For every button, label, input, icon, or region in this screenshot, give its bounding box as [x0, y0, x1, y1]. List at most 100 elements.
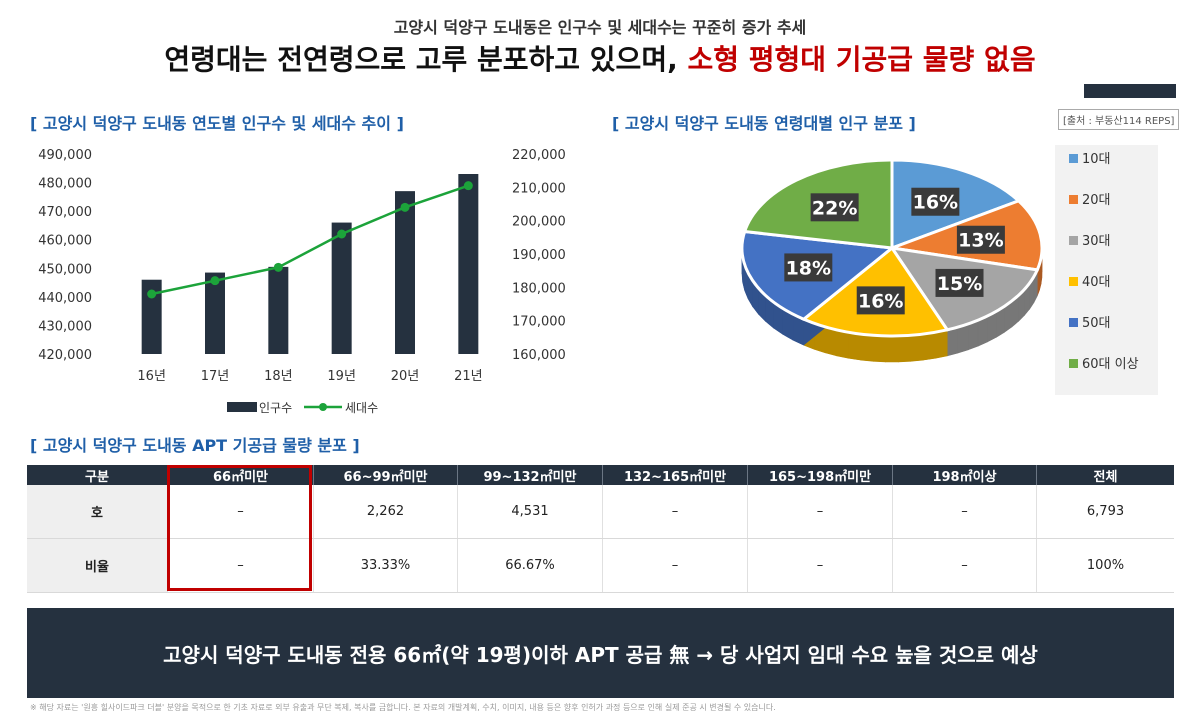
table-cell: – — [747, 538, 893, 593]
legend-swatch — [1069, 236, 1078, 245]
pie-data-label: 16% — [858, 290, 903, 312]
header-accent-bar — [1084, 84, 1176, 98]
x-tick-label: 20년 — [391, 369, 420, 384]
legend-swatch-bar — [227, 402, 257, 412]
row-label: 비율 — [27, 538, 168, 593]
household-point — [273, 262, 283, 272]
pie-slice-wall — [922, 331, 936, 361]
legend-label-household: 세대수 — [345, 401, 378, 415]
age-chart-title: [ 고양시 덕양구 도내동 연령대별 인구 분포 ] — [612, 114, 916, 133]
table-header-cell: 구분 — [27, 465, 168, 485]
legend-label: 20대 — [1082, 193, 1111, 208]
table-cell: 66.67% — [457, 538, 603, 593]
legend-label-population: 인구수 — [259, 401, 292, 415]
y-left-tick-label: 440,000 — [38, 291, 92, 306]
household-line — [151, 184, 469, 296]
y-right-tick-label: 200,000 — [512, 215, 566, 230]
legend-swatch — [1069, 154, 1078, 163]
pie-label-box — [784, 253, 833, 282]
legend-label: 40대 — [1082, 275, 1111, 290]
y-right-tick-label: 220,000 — [512, 148, 566, 163]
table-cell: 33.33% — [313, 538, 458, 593]
pie-data-label: 18% — [786, 257, 831, 279]
table-row: 호 – 2,262 4,531 – – – 6,793 — [27, 485, 1174, 539]
apt-table-title: [ 고양시 덕양구 도내동 APT 기공급 물량 분포 ] — [30, 436, 360, 455]
table-header-cell: 132~165㎡미만 — [602, 465, 748, 485]
row-label: 호 — [27, 485, 168, 539]
table-cell: – — [892, 538, 1037, 593]
household-point — [400, 202, 410, 212]
y-right-tick-label: 210,000 — [512, 181, 566, 196]
pie-slice-wall — [825, 326, 838, 357]
pie-slice-wall — [935, 329, 948, 359]
pie-slice-wall — [848, 331, 862, 361]
table-header-cell: 99~132㎡미만 — [457, 465, 603, 485]
population-bar — [458, 174, 479, 354]
population-bar — [141, 279, 162, 354]
pie-slice-wall — [946, 326, 959, 357]
pie-label-box — [810, 193, 859, 222]
y-right-tick-label: 180,000 — [512, 281, 566, 296]
y-left-tick-label: 480,000 — [38, 177, 92, 192]
x-tick-label: 17년 — [201, 369, 230, 384]
small-unit-highlight-box — [167, 465, 312, 591]
pie-slice-wall — [872, 334, 887, 363]
apt-supply-table: 구분 66㎡미만 66~99㎡미만 99~132㎡미만 132~165㎡미만 1… — [27, 465, 1174, 593]
table-cell: – — [167, 485, 314, 539]
legend-label: 10대 — [1082, 152, 1111, 167]
legend-swatch — [1069, 277, 1078, 286]
table-row: 비율 – 33.33% 66.67% – – – 100% — [27, 538, 1174, 593]
y-left-tick-label: 450,000 — [38, 262, 92, 277]
legend-label: 60대 이상 — [1082, 357, 1139, 372]
table-header-cell: 165~198㎡미만 — [747, 465, 893, 485]
table-cell: – — [602, 485, 748, 539]
population-bar — [395, 191, 415, 354]
y-left-tick-label: 420,000 — [38, 348, 92, 363]
population-bar — [268, 266, 289, 354]
household-point — [147, 289, 157, 299]
table-cell: 6,793 — [1036, 485, 1174, 539]
pie-slice-wall — [910, 333, 924, 362]
pie-slice-wall — [885, 335, 899, 363]
x-tick-label: 19년 — [327, 369, 356, 384]
pie-data-label: 22% — [812, 197, 857, 219]
table-cell: – — [602, 538, 748, 593]
conclusion-banner: 고양시 덕양구 도내동 전용 66㎡(약 19평)이하 APT 공급 無 → 당… — [27, 608, 1174, 698]
table-header-cell: 전체 — [1036, 465, 1174, 485]
y-left-tick-label: 430,000 — [38, 319, 92, 334]
table-header-row: 구분 66㎡미만 66~99㎡미만 99~132㎡미만 132~165㎡미만 1… — [27, 465, 1174, 485]
y-right-tick-label: 190,000 — [512, 248, 566, 263]
pie-slice-wall — [860, 333, 874, 362]
y-right-tick-label: 160,000 — [512, 348, 566, 363]
pie-data-label: 16% — [913, 192, 958, 214]
table-cell: – — [892, 485, 1037, 539]
y-left-tick-label: 490,000 — [38, 148, 92, 163]
source-label: [출처 : 부동산114 REPS] — [1058, 109, 1180, 130]
table-cell: – — [167, 538, 314, 593]
table-cell: 100% — [1036, 538, 1174, 593]
pie-label-box — [935, 268, 984, 297]
y-left-tick-label: 460,000 — [38, 234, 92, 249]
legend-swatch — [1069, 195, 1078, 204]
y-left-tick-label: 470,000 — [38, 205, 92, 220]
legend-label: 50대 — [1082, 316, 1111, 331]
household-point — [337, 229, 347, 239]
legend-label: 30대 — [1082, 234, 1111, 249]
table-header-cell: 198㎡이상 — [892, 465, 1037, 485]
legend-swatch-marker — [319, 403, 327, 411]
table-cell: 4,531 — [457, 485, 603, 539]
page-title: 연령대는 전연령으로 고루 분포하고 있으며, 소형 평형대 기공급 물량 없음 — [0, 38, 1200, 78]
title-highlight: 소형 평형대 기공급 물량 없음 — [687, 43, 1036, 76]
disclaimer-footnote: ※ 해당 자료는 '원흥 힐사이드파크 더블' 분양을 목적으로 한 기초 자료… — [30, 703, 776, 712]
page-subtitle: 고양시 덕양구 도내동은 인구수 및 세대수는 꾸준히 증가 추세 — [393, 18, 807, 37]
population-chart: 490,000 480,000 470,000 460,000 450,000 440,0… — [38, 148, 566, 415]
pie-label-box — [856, 286, 905, 315]
population-chart-title: [ 고양시 덕양구 도내동 연도별 인구수 및 세대수 추이 ] — [30, 114, 404, 133]
table-header-cell: 66㎡미만 — [167, 465, 314, 485]
legend-swatch — [1069, 318, 1078, 327]
title-main: 연령대는 전연령으로 고루 분포하고 있으며, — [164, 43, 678, 76]
x-tick-label: 21년 — [454, 369, 483, 384]
y-right-tick-label: 170,000 — [512, 315, 566, 330]
population-bar — [205, 272, 225, 354]
